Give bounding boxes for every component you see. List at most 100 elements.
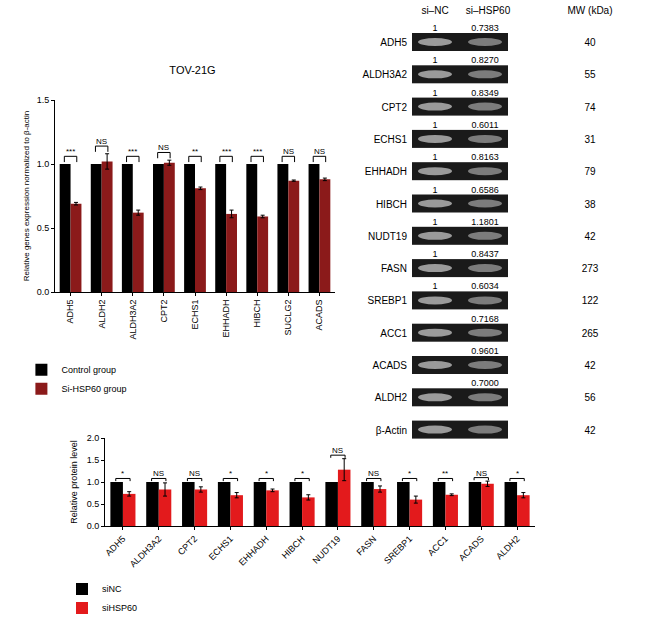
svg-text:NS: NS xyxy=(314,147,325,156)
svg-text:Control group: Control group xyxy=(61,365,116,375)
svg-text:55: 55 xyxy=(584,69,596,80)
svg-text:**: ** xyxy=(192,147,198,156)
svg-text:31: 31 xyxy=(584,134,596,145)
svg-text:Relative genes expression norm: Relative genes expression normalized to … xyxy=(22,111,31,281)
svg-text:FASN: FASN xyxy=(355,534,379,558)
svg-text:Relative protein level: Relative protein level xyxy=(69,440,79,524)
svg-text:0.0: 0.0 xyxy=(87,521,100,531)
svg-text:40: 40 xyxy=(584,37,596,48)
svg-text:265: 265 xyxy=(582,328,599,339)
svg-text:NS: NS xyxy=(332,446,343,455)
svg-text:38: 38 xyxy=(584,199,596,210)
svg-text:1.5: 1.5 xyxy=(37,95,50,105)
svg-text:ALDH2: ALDH2 xyxy=(494,534,522,562)
svg-text:74: 74 xyxy=(584,102,596,113)
svg-text:1: 1 xyxy=(432,152,437,162)
svg-text:HIBCH: HIBCH xyxy=(280,534,307,561)
svg-text:siNC: siNC xyxy=(102,584,122,594)
svg-text:ADH5: ADH5 xyxy=(380,37,407,48)
svg-text:*: * xyxy=(301,469,304,478)
svg-text:*: * xyxy=(265,469,268,478)
svg-text:***: *** xyxy=(253,147,262,156)
svg-text:56: 56 xyxy=(584,392,596,403)
svg-text:NS: NS xyxy=(158,143,169,152)
svg-text:ADH5: ADH5 xyxy=(103,534,127,558)
svg-text:0.0: 0.0 xyxy=(37,287,50,297)
svg-text:0.8437: 0.8437 xyxy=(471,249,499,259)
svg-text:siHSP60: siHSP60 xyxy=(102,603,137,613)
svg-text:79: 79 xyxy=(584,166,596,177)
svg-text:NS: NS xyxy=(96,137,107,146)
svg-text:273: 273 xyxy=(582,263,599,274)
svg-text:ALDH3A2: ALDH3A2 xyxy=(363,69,408,80)
svg-text:HIBCH: HIBCH xyxy=(376,199,407,210)
svg-text:0.7168: 0.7168 xyxy=(471,314,499,324)
svg-text:si–NC: si–NC xyxy=(421,5,448,16)
svg-text:42: 42 xyxy=(584,231,596,242)
svg-text:ADH5: ADH5 xyxy=(65,300,75,324)
svg-text:SREBP1: SREBP1 xyxy=(382,534,414,566)
svg-text:0.5: 0.5 xyxy=(37,223,50,233)
svg-text:0.5: 0.5 xyxy=(87,499,100,509)
svg-text:ACADS: ACADS xyxy=(457,534,486,563)
svg-text:1: 1 xyxy=(432,217,437,227)
svg-text:1: 1 xyxy=(432,88,437,98)
svg-text:0.9601: 0.9601 xyxy=(471,346,499,356)
svg-text:2.0: 2.0 xyxy=(87,433,100,443)
svg-text:0.8163: 0.8163 xyxy=(471,152,499,162)
svg-text:SUCLG2: SUCLG2 xyxy=(283,300,293,336)
svg-text:CPT2: CPT2 xyxy=(159,300,169,323)
svg-text:Si-HSP60 group: Si-HSP60 group xyxy=(61,384,126,394)
svg-text:EHHADH: EHHADH xyxy=(237,534,271,568)
svg-text:ACADS: ACADS xyxy=(314,300,324,331)
svg-text:0.6034: 0.6034 xyxy=(471,281,499,291)
svg-text:122: 122 xyxy=(582,295,599,306)
svg-text:1.0: 1.0 xyxy=(87,477,100,487)
svg-text:0.7000: 0.7000 xyxy=(471,378,499,388)
svg-text:NS: NS xyxy=(476,469,487,478)
svg-text:1: 1 xyxy=(432,185,437,195)
svg-text:ALDH2: ALDH2 xyxy=(375,392,408,403)
svg-text:CPT2: CPT2 xyxy=(381,102,407,113)
svg-text:*: * xyxy=(229,469,232,478)
svg-text:1.1801: 1.1801 xyxy=(471,217,499,227)
svg-text:***: *** xyxy=(222,147,231,156)
svg-text:1: 1 xyxy=(432,55,437,65)
svg-text:ALDH3A2: ALDH3A2 xyxy=(128,300,138,340)
svg-text:**: ** xyxy=(442,469,448,478)
svg-text:42: 42 xyxy=(584,425,596,436)
svg-text:1: 1 xyxy=(432,120,437,130)
svg-text:*: * xyxy=(516,469,519,478)
svg-text:ACADS: ACADS xyxy=(373,360,408,371)
svg-text:CPT2: CPT2 xyxy=(176,534,199,557)
svg-text:NUDT19: NUDT19 xyxy=(311,534,343,566)
svg-text:NUDT19: NUDT19 xyxy=(368,231,407,242)
svg-text:***: *** xyxy=(128,147,137,156)
svg-text:NS: NS xyxy=(189,469,200,478)
svg-text:1.5: 1.5 xyxy=(87,455,100,465)
svg-text:β-Actin: β-Actin xyxy=(376,425,407,436)
svg-text:0.8349: 0.8349 xyxy=(471,88,499,98)
svg-text:ALDH3A2: ALDH3A2 xyxy=(128,534,163,569)
svg-text:ALDH2: ALDH2 xyxy=(97,300,107,329)
svg-text:SREBP1: SREBP1 xyxy=(368,295,408,306)
svg-text:NS: NS xyxy=(153,469,164,478)
svg-text:1: 1 xyxy=(432,249,437,259)
svg-text:*: * xyxy=(121,469,124,478)
svg-text:1: 1 xyxy=(432,281,437,291)
svg-text:1.0: 1.0 xyxy=(37,159,50,169)
svg-text:0.8270: 0.8270 xyxy=(471,55,499,65)
svg-text:MW (kDa): MW (kDa) xyxy=(568,5,613,16)
svg-text:si–HSP60: si–HSP60 xyxy=(466,5,511,16)
svg-text:NS: NS xyxy=(283,147,294,156)
svg-text:NS: NS xyxy=(368,469,379,478)
svg-text:0.6586: 0.6586 xyxy=(471,185,499,195)
svg-text:TOV-21G: TOV-21G xyxy=(169,64,215,76)
svg-text:ACC1: ACC1 xyxy=(426,534,450,558)
svg-text:HIBCH: HIBCH xyxy=(252,300,262,328)
svg-text:*: * xyxy=(408,469,411,478)
svg-text:0.6011: 0.6011 xyxy=(472,120,499,130)
svg-text:ECHS1: ECHS1 xyxy=(374,134,408,145)
svg-text:ACC1: ACC1 xyxy=(380,328,407,339)
svg-text:0.7383: 0.7383 xyxy=(471,23,499,33)
